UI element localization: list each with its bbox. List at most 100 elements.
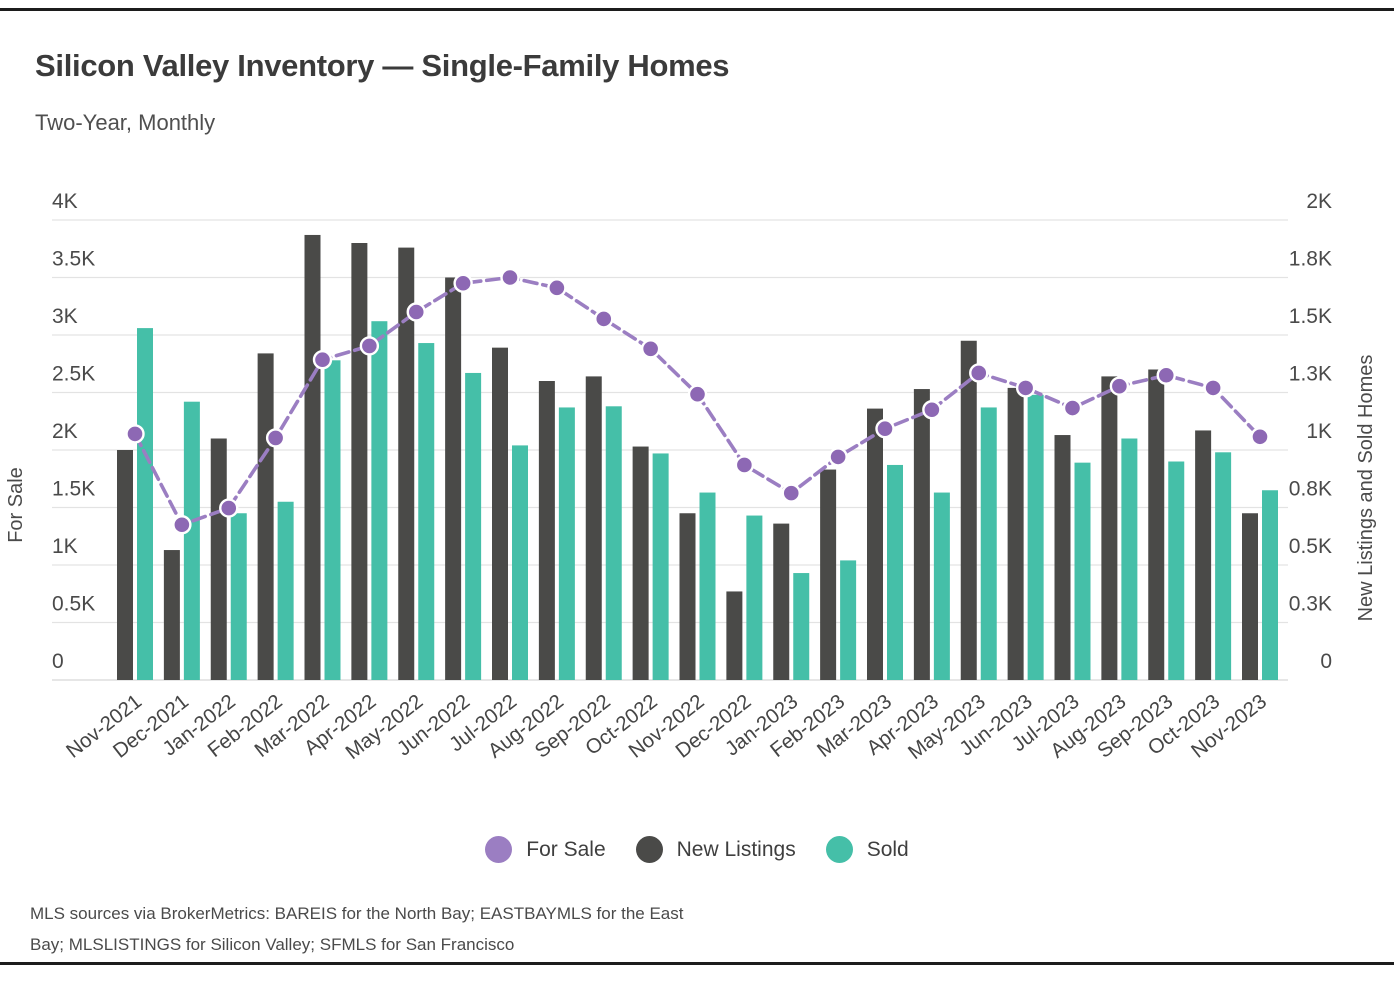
bar-sold-Oct-2023: [1215, 452, 1232, 680]
bar-sold-Mar-2022: [324, 360, 341, 680]
for-sale-point-Feb-2023: [828, 447, 848, 467]
for-sale-point-Mar-2022: [312, 350, 333, 370]
bar-sold-Dec-2022: [746, 515, 763, 680]
for-sale-point-Mar-2023: [875, 419, 895, 439]
bar-new-listings-Nov-2023: [1242, 513, 1258, 680]
bar-new-listings-Mar-2023: [867, 408, 883, 680]
bar-new-listings-Oct-2022: [632, 446, 649, 680]
bar-new-listings-Jun-2022: [445, 277, 462, 680]
legend-item-new-listings: New Listings: [635, 836, 796, 863]
bottom-rule: [0, 962, 1394, 965]
for-sale-point-Dec-2022: [734, 455, 755, 475]
legend-label: New Listings: [676, 837, 796, 861]
for-sale-point-Feb-2022: [265, 428, 286, 448]
source-note-line2: Bay; MLSLISTINGS for Silicon Valley; SFM…: [30, 935, 515, 954]
for-sale-point-Aug-2022: [547, 278, 567, 298]
bar-new-listings-Apr-2022: [351, 243, 368, 680]
bar-sold-Feb-2023: [840, 560, 857, 680]
bar-sold-Jun-2022: [465, 372, 482, 680]
for-sale-point-Nov-2023: [1250, 427, 1270, 447]
new-listings-swatch-icon: [635, 836, 663, 863]
bar-sold-Mar-2023: [887, 464, 903, 680]
legend-label: For Sale: [526, 837, 606, 861]
bar-new-listings-Nov-2022: [679, 513, 696, 680]
for-sale-point-Apr-2022: [359, 336, 380, 356]
legend-item-for-sale: For Sale: [485, 836, 606, 863]
right-axis-tick-label: 1K: [1306, 420, 1332, 443]
left-axis-tick-label: 4K: [52, 190, 78, 213]
left-axis-tick-label: 0: [52, 650, 64, 673]
bar-sold-Jul-2023: [1074, 462, 1091, 680]
right-axis-tick-label: 0.3K: [1289, 593, 1332, 616]
bar-sold-Aug-2023: [1121, 438, 1138, 680]
left-axis-tick-label: 2K: [52, 420, 78, 443]
bar-sold-Feb-2022: [277, 501, 294, 680]
left-axis-title: For Sale: [5, 467, 27, 543]
right-axis-tick-label: 0.5K: [1289, 535, 1332, 558]
bar-sold-Nov-2023: [1262, 490, 1278, 680]
bar-sold-Aug-2022: [558, 407, 575, 680]
inventory-combo-chart: 0 0 0.5K 0.3K 1K 0.5K 1.5K 0.8K 2K 1K 2.5K 1.3K 3K 1.…: [5, 190, 1377, 764]
right-axis-tick-label: 0.8K: [1289, 478, 1332, 501]
for-sale-point-Sep-2023: [1156, 365, 1176, 385]
for-sale-point-Jun-2022: [453, 273, 473, 293]
bar-sold-Jan-2022: [230, 513, 247, 680]
left-axis-tick-label: 3K: [52, 305, 78, 328]
source-note: MLS sources via BrokerMetrics: BAREIS fo…: [30, 898, 683, 960]
bar-sold-Sep-2022: [605, 406, 622, 680]
bar-sold-Nov-2022: [699, 492, 716, 680]
bar-new-listings-Nov-2021: [117, 450, 133, 680]
legend-item-sold: Sold: [825, 836, 909, 863]
left-axis-tick-label: 1.5K: [52, 478, 95, 501]
chart-area: 0 0 0.5K 0.3K 1K 0.5K 1.5K 0.8K 2K 1K 2.5K 1.3K 3K 1.…: [5, 190, 1377, 764]
bar-new-listings-Dec-2021: [163, 550, 180, 680]
bar-new-listings-May-2023: [960, 340, 977, 680]
for-sale-point-Nov-2022: [687, 384, 708, 404]
right-axis-tick-label: 1.5K: [1289, 305, 1332, 328]
legend-label: Sold: [866, 837, 909, 861]
bar-new-listings-Jul-2023: [1054, 435, 1071, 680]
for-sale-point-Nov-2021: [125, 424, 145, 444]
chart-title: Silicon Valley Inventory — Single-Family…: [35, 48, 730, 83]
sold-swatch-icon: [825, 836, 853, 863]
for-sale-point-Dec-2021: [172, 515, 192, 535]
left-axis-tick-label: 0.5K: [52, 593, 95, 616]
for-sale-point-Apr-2023: [922, 400, 942, 420]
bar-new-listings-Jan-2023: [773, 523, 790, 680]
bar-sold-Dec-2021: [183, 401, 200, 680]
bar-new-listings-Jul-2022: [492, 347, 508, 680]
bar-new-listings-Dec-2022: [726, 591, 743, 680]
bar-new-listings-Feb-2023: [820, 469, 837, 680]
right-axis-tick-label: 1.8K: [1289, 248, 1332, 271]
for-sale-point-May-2023: [969, 363, 989, 383]
bar-sold-Jun-2023: [1027, 394, 1044, 680]
for-sale-point-Jul-2023: [1062, 398, 1083, 418]
bar-new-listings-Mar-2022: [304, 234, 321, 680]
for-sale-point-Jul-2022: [500, 267, 520, 288]
for-sale-point-Sep-2022: [594, 309, 614, 329]
legend: For Sale New Listings Sold: [0, 836, 1394, 863]
bar-new-listings-Oct-2023: [1195, 430, 1212, 680]
left-axis-tick-label: 2.5K: [52, 363, 95, 386]
source-note-line1: MLS sources via BrokerMetrics: BAREIS fo…: [30, 904, 684, 923]
for-sale-point-Jun-2023: [1015, 378, 1036, 398]
for-sale-swatch-icon: [485, 836, 513, 863]
right-axis-tick-label: 0: [1320, 650, 1332, 673]
bar-new-listings-Aug-2023: [1101, 376, 1118, 680]
right-axis-tick-label: 2K: [1306, 190, 1332, 213]
bar-new-listings-Jun-2023: [1007, 387, 1024, 680]
bar-sold-Nov-2021: [137, 328, 153, 680]
bar-new-listings-May-2022: [398, 247, 415, 680]
bar-sold-Apr-2022: [371, 321, 388, 680]
bar-new-listings-Feb-2022: [257, 353, 274, 680]
bar-new-listings-Apr-2023: [913, 389, 930, 680]
bar-sold-May-2022: [418, 343, 435, 680]
chart-subtitle: Two-Year, Monthly: [35, 110, 216, 135]
for-sale-point-Oct-2022: [640, 339, 661, 359]
bar-new-listings-Aug-2022: [538, 381, 555, 680]
right-axis-tick-label: 1.3K: [1289, 363, 1332, 386]
bar-sold-Sep-2023: [1168, 461, 1185, 680]
right-axis-title: New Listings and Sold Homes: [1355, 355, 1377, 622]
for-sale-point-Aug-2023: [1109, 376, 1130, 396]
